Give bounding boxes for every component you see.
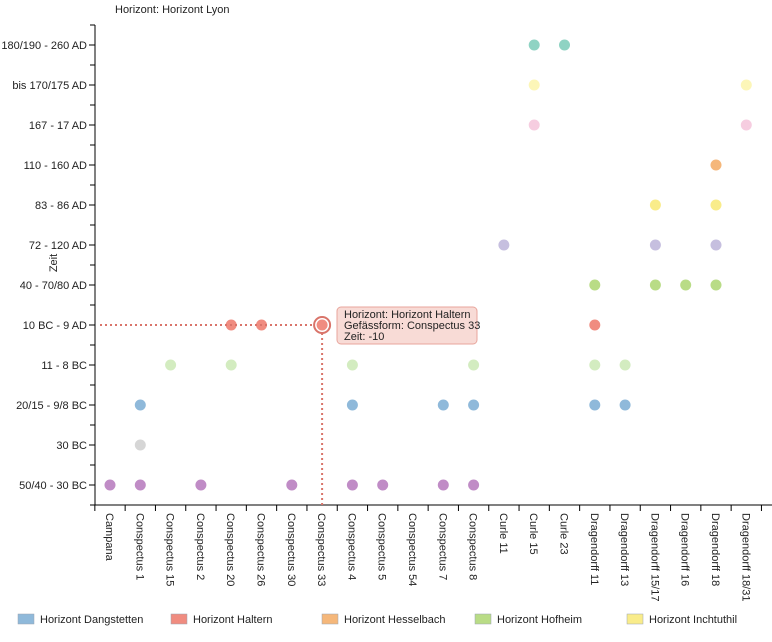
y-tick-label: 20/15 - 9/8 BC <box>16 400 87 412</box>
legend-swatch <box>321 613 339 625</box>
x-tick-label: Conspectus 7 <box>436 513 448 580</box>
x-tick-label: Conspectus 20 <box>224 513 236 586</box>
data-point[interactable] <box>134 399 146 411</box>
legend-label: Horizont Haltern <box>193 614 272 626</box>
data-point[interactable] <box>134 439 146 451</box>
data-point[interactable] <box>589 319 601 331</box>
y-axis-label: Zeit <box>48 254 60 272</box>
y-tick-label: 72 - 120 AD <box>29 240 87 252</box>
y-tick-label: 11 - 8 BC <box>41 360 87 372</box>
data-point[interactable] <box>346 479 358 491</box>
data-point[interactable] <box>710 199 722 211</box>
y-tick-label: 10 BC - 9 AD <box>23 320 87 332</box>
x-axis: Campana Conspectus 1 Conspectus 15 Conspect… <box>94 504 772 601</box>
legend-label: Horizont Hofheim <box>497 614 582 626</box>
x-tick-label: Conspectus 54 <box>406 513 418 586</box>
tooltip-line-3: Zeit: -10 <box>344 331 384 343</box>
x-tick-label: Conspectus 30 <box>285 513 297 586</box>
tooltip-line-1: Horizont: Horizont Haltern <box>344 309 471 321</box>
legend-swatch <box>170 613 188 625</box>
data-point[interactable] <box>710 239 722 251</box>
chart-header-title: Horizont: Horizont Lyon <box>115 4 230 16</box>
legend-label: Horizont Hesselbach <box>344 614 446 626</box>
x-tick-label: Curle 23 <box>558 513 570 555</box>
x-tick-label: Curle 15 <box>527 513 539 555</box>
y-tick-label: 40 - 70/80 AD <box>20 280 87 292</box>
data-point[interactable] <box>710 159 722 171</box>
tooltip-box <box>336 306 478 345</box>
data-point[interactable] <box>195 479 207 491</box>
highlight-crosshair <box>100 316 332 505</box>
data-point[interactable] <box>528 39 540 51</box>
data-point[interactable] <box>619 359 631 371</box>
data-point[interactable] <box>165 359 177 371</box>
data-point[interactable] <box>680 279 692 291</box>
x-tick-label: Conspectus 1 <box>133 513 145 580</box>
data-point[interactable] <box>346 359 358 371</box>
data-point[interactable] <box>589 399 601 411</box>
legend-label: Horizont Dangstetten <box>40 614 143 626</box>
x-tick-label: Dragendorff 16 <box>679 513 691 586</box>
data-point[interactable] <box>134 479 146 491</box>
x-tick-label: Dragendorff 15/17 <box>648 513 660 601</box>
x-tick-label: Dragendorff 18/31 <box>739 513 751 601</box>
x-tick-label: Dragendorff 11 <box>588 513 600 585</box>
data-point[interactable] <box>437 399 449 411</box>
y-tick-label: 50/40 - 30 BC <box>19 480 87 492</box>
data-point[interactable] <box>346 399 358 411</box>
data-point[interactable] <box>377 479 389 491</box>
data-point[interactable] <box>589 279 601 291</box>
data-point[interactable] <box>437 479 449 491</box>
x-tick-label: Curle 11 <box>497 513 509 554</box>
x-tick-label: Conspectus 33 <box>315 513 327 586</box>
x-tick-label: Campana <box>103 513 115 562</box>
x-tick-label: Dragendorff 18 <box>709 513 721 586</box>
y-tick-label: 83 - 86 AD <box>35 200 87 212</box>
data-point[interactable] <box>498 239 510 251</box>
x-tick-label: Conspectus 15 <box>164 513 176 586</box>
legend: Horizont Dangstetten Horizont Haltern Hori… <box>17 613 737 626</box>
data-point[interactable] <box>468 479 480 491</box>
x-tick-label: Conspectus 4 <box>345 513 357 580</box>
data-point[interactable] <box>649 199 661 211</box>
data-point[interactable] <box>619 399 631 411</box>
y-tick-label: bis 170/175 AD <box>12 80 87 92</box>
highlight-ring <box>313 316 332 334</box>
y-tick-label: 110 - 160 AD <box>24 160 87 172</box>
data-point[interactable] <box>468 399 480 411</box>
data-point[interactable] <box>316 319 328 331</box>
data-point[interactable] <box>528 119 540 131</box>
data-point[interactable] <box>104 479 116 491</box>
data-point[interactable] <box>589 359 601 371</box>
data-points <box>104 39 752 491</box>
y-tick-label: 30 BC <box>56 440 87 452</box>
legend-swatch <box>17 613 35 625</box>
legend-swatch <box>474 613 492 625</box>
y-axis: 50/40 - 30 BC 30 BC 20/15 - 9/8 BC 11 - 8 B… <box>1 24 96 506</box>
data-point[interactable] <box>286 479 298 491</box>
data-point[interactable] <box>468 359 480 371</box>
data-point[interactable] <box>649 239 661 251</box>
x-tick-label: Conspectus 26 <box>255 513 267 586</box>
y-tick-label: 180/190 - 260 AD <box>1 40 87 52</box>
y-tick-label: 167 - 17 AD <box>29 120 87 132</box>
x-tick-label: Conspectus 8 <box>467 513 479 580</box>
data-point[interactable] <box>740 119 752 131</box>
x-tick-label: Dragendorff 13 <box>618 513 630 586</box>
data-point[interactable] <box>559 39 570 51</box>
data-point[interactable] <box>710 279 722 291</box>
legend-swatch <box>626 613 644 625</box>
data-point[interactable] <box>740 79 752 91</box>
x-tick-label: Conspectus 5 <box>376 513 388 580</box>
tooltip: Horizont: Horizont Haltern Gefässform: C… <box>336 306 480 345</box>
data-point[interactable] <box>528 79 540 91</box>
x-tick-label: Conspectus 2 <box>194 513 206 580</box>
legend-label: Horizont Inchtuthil <box>649 614 737 626</box>
data-point[interactable] <box>649 279 661 291</box>
tooltip-line-2: Gefässform: Conspectus 33 <box>344 320 480 332</box>
data-point[interactable] <box>225 359 237 371</box>
